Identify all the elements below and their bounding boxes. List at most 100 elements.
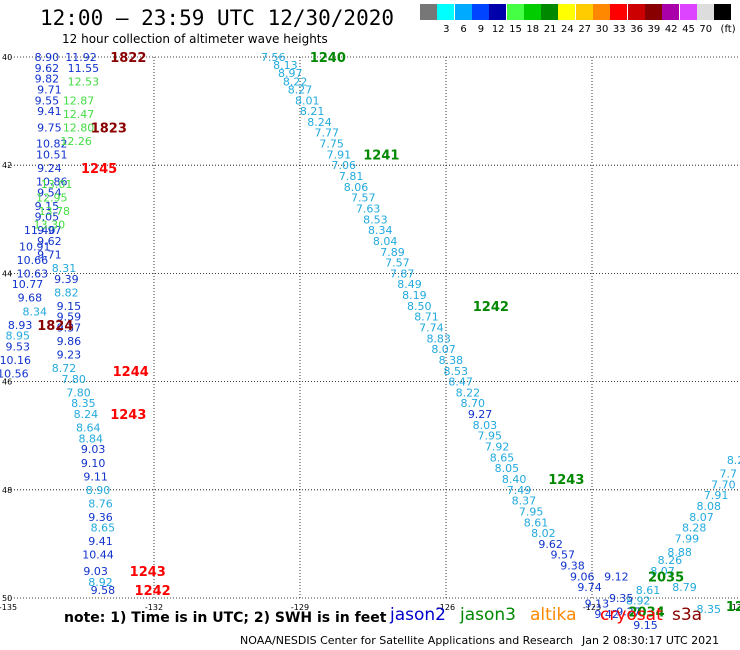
credit-line: NOAA/NESDIS Center for Satellite Applica… [240,634,574,647]
wave-height-value: 7.95 [478,430,503,443]
wave-height-value: 8.28 [682,522,707,535]
legend-swatch [696,4,714,20]
wave-height-value: 7.7 [720,468,738,481]
wave-height-value: 8.35 [71,397,96,410]
wave-height-value: 8.47 [448,376,473,389]
wave-height-value: 8.34 [23,305,48,318]
pass-number-label: 1242 [135,584,171,599]
wave-height-value: 9.37 [57,322,82,335]
pass-number-label: 1243 [130,565,166,580]
wave-height-value: 8.72 [52,362,77,375]
wave-height-value: 7.77 [315,127,340,140]
legend-swatch [575,4,593,20]
legend-label: 33 [612,24,626,35]
wave-height-value: 10.66 [17,254,49,267]
wave-height-value: 7.74 [419,322,444,335]
wave-height-value: 8.27 [288,83,313,96]
wave-height-value: 9.05 [35,211,60,224]
legend-label: 21 [543,24,557,35]
wave-height-value: 8.05 [495,462,520,475]
legend-swatch [506,4,524,20]
pass-number-label: 1245 [81,162,117,177]
wave-height-value: 8.2 [727,454,740,467]
wave-height-value: 8.21 [300,105,325,118]
wave-height-value: 8.40 [502,473,527,486]
wave-height-value: 8.88 [667,546,692,559]
legend-swatch [714,4,732,20]
wave-height-value: 7.80 [61,373,86,386]
map-title: 12:00 – 23:59 UTC 12/30/2020 [40,6,395,30]
wave-height-value: 9.24 [37,162,62,175]
legend-swatch [471,4,489,20]
wave-height-value: 8.90 [35,51,60,64]
pass-number-label: 2035 [648,570,684,585]
legend-label: 39 [647,24,661,35]
wave-height-value: 9.03 [81,443,106,456]
wave-height-value: 9.86 [57,335,82,348]
wave-height-value: 7.56 [261,51,286,64]
wave-height-value: 9.27 [468,408,493,421]
wave-height-value: 10.63 [17,267,49,280]
latitude-label: 46 [2,378,12,387]
wave-height-value: 7.80 [66,386,91,399]
pass-number-label: 1243 [110,408,146,423]
wave-height-value: 9.82 [35,73,60,86]
legend-label: 12 [491,24,505,35]
legend-label: 42 [664,24,678,35]
longitude-label: -132 [145,603,163,612]
wave-height-value: 11.92 [65,51,97,64]
legend-label: 6 [460,24,467,35]
wave-height-value: 10.91 [19,240,51,253]
legend-label: 18 [526,24,540,35]
wave-height-value: 9.23 [57,349,82,362]
wave-height-value: 9.15 [633,619,658,632]
wave-height-value: 8.01 [295,94,320,107]
wave-height-value: 12.80 [63,121,95,134]
wave-height-value: 9.38 [560,560,585,573]
wave-height-value: 7.70 [711,478,736,491]
satellite-name-jason2: jason2 [390,605,446,625]
wave-height-value: 8.79 [672,581,697,594]
wave-height-value: 7.75 [319,138,344,151]
generation-timestamp: Jan 2 08:30:17 UTC 2021 [582,634,720,647]
wave-height-value: 8.26 [658,554,683,567]
wave-height-value: 9.62 [37,235,62,248]
latitude-label: 42 [2,161,12,170]
wave-height-value: 8.07 [650,565,675,578]
latitude-label: 40 [2,53,12,62]
wave-height-value: 9.15 [57,300,82,313]
wave-height-value: 7.57 [351,192,376,205]
wave-height-value: 8.08 [697,500,722,513]
map-subtitle: 12 hour collection of altimeter wave hei… [62,32,328,46]
wave-height-value: 9.41 [88,535,113,548]
wave-height-value: 9.62 [538,538,563,551]
pass-number-label: 1822 [110,51,146,66]
pass-number-label: 1240 [310,51,346,66]
wave-height-value: 12.95 [36,192,68,205]
wave-height-value: 7.63 [356,202,381,215]
satellite-name-s3a: s3a [672,605,703,625]
legend-unit: (ft) [720,24,736,35]
units-note: note: 1) Time is in UTC; 2) SWH is in fe… [64,610,387,626]
legend-label: 24 [561,24,574,35]
latitude-label: 44 [2,269,12,278]
wave-height-value: 9.27 [616,606,641,619]
wave-height-value: 8.84 [78,432,103,445]
wave-height-value: 9.13 [585,597,610,610]
wave-height-value: 10.56 [0,367,29,380]
wave-height-value: 11.55 [68,62,100,75]
wave-height-value: 12.87 [63,94,95,107]
wave-height-value: 11.40 [24,224,56,237]
wave-height-value: 8.71 [414,311,439,324]
wave-height-value: 9.68 [18,292,43,305]
wave-height-value: 7.87 [390,267,415,280]
wave-height-value: 9.74 [577,581,602,594]
wave-height-value: 9.62 [35,62,60,75]
wave-height-value: 8.50 [407,300,432,313]
wave-height-value: 13.01 [41,178,73,191]
longitude-label: -120 [729,603,740,612]
wave-height-value: 9.75 [37,121,62,134]
wave-height-value: 8.22 [456,386,481,399]
wave-height-value: 8.02 [531,527,556,540]
